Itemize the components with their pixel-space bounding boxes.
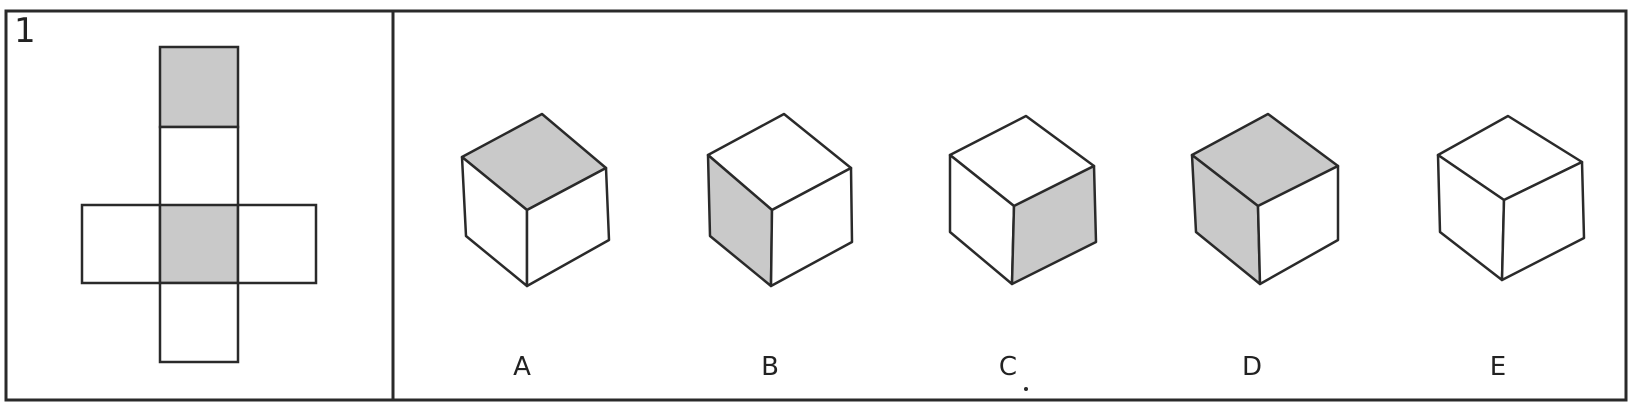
option-a-right-face [525,166,611,288]
option-a-label[interactable]: A [513,352,531,382]
question-number: 1 [14,11,36,51]
net-face-top [158,45,240,129]
net-face-right [236,203,318,285]
net-face-left [80,203,162,285]
option-e-cube[interactable] [1436,114,1586,282]
net-face-upper [158,125,240,209]
option-c-label[interactable]: C [998,352,1018,382]
option-b-cube[interactable] [706,112,854,288]
option-c-cube[interactable] [948,114,1098,286]
stray-dot [1024,387,1028,391]
option-c-right-face [1010,164,1098,286]
option-d-label[interactable]: D [1241,352,1263,382]
option-d-right-face [1256,164,1340,286]
option-b-label[interactable]: B [761,352,779,382]
option-d-cube[interactable] [1190,112,1340,286]
cube-net [80,45,318,364]
net-face-bottom [158,281,240,364]
outer-frame [4,9,1628,402]
net-face-center [158,203,240,285]
option-b-right-face [769,166,854,288]
option-e-label[interactable]: E [1489,352,1507,382]
option-a-cube[interactable] [460,112,611,288]
option-e-right-face [1500,160,1586,282]
